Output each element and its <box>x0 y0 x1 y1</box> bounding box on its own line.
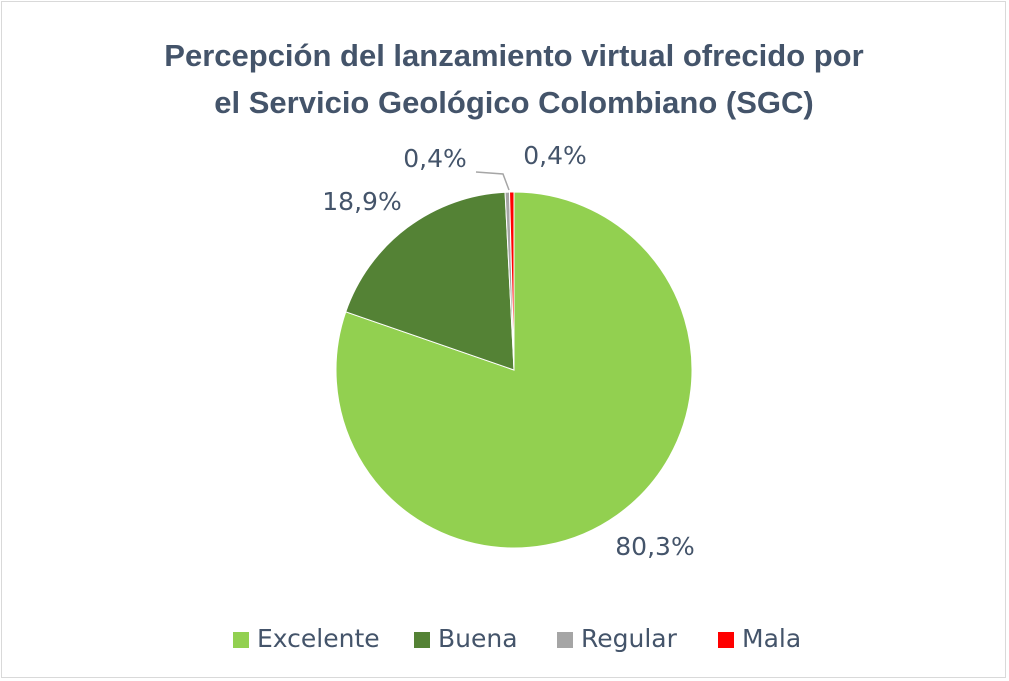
data-label: 0,4% <box>523 141 587 170</box>
legend-swatch <box>414 632 430 648</box>
legend-label: Mala <box>742 624 801 653</box>
data-label: 18,9% <box>322 187 401 216</box>
pie-slice <box>345 191 515 371</box>
legend-label: Regular <box>581 624 678 653</box>
pie-slice <box>509 191 515 371</box>
data-label: 0,4% <box>403 144 467 173</box>
leader-line <box>475 171 510 191</box>
legend-swatch <box>557 632 573 648</box>
legend-swatch <box>718 632 734 648</box>
chart-title: el Servicio Geológico Colombiano (SGC) <box>214 85 813 120</box>
chart-title: Percepción del lanzamiento virtual ofrec… <box>164 38 863 73</box>
data-label: 80,3% <box>615 532 694 561</box>
legend-label: Excelente <box>257 624 380 653</box>
legend-label: Buena <box>438 624 518 653</box>
legend-swatch <box>233 632 249 648</box>
